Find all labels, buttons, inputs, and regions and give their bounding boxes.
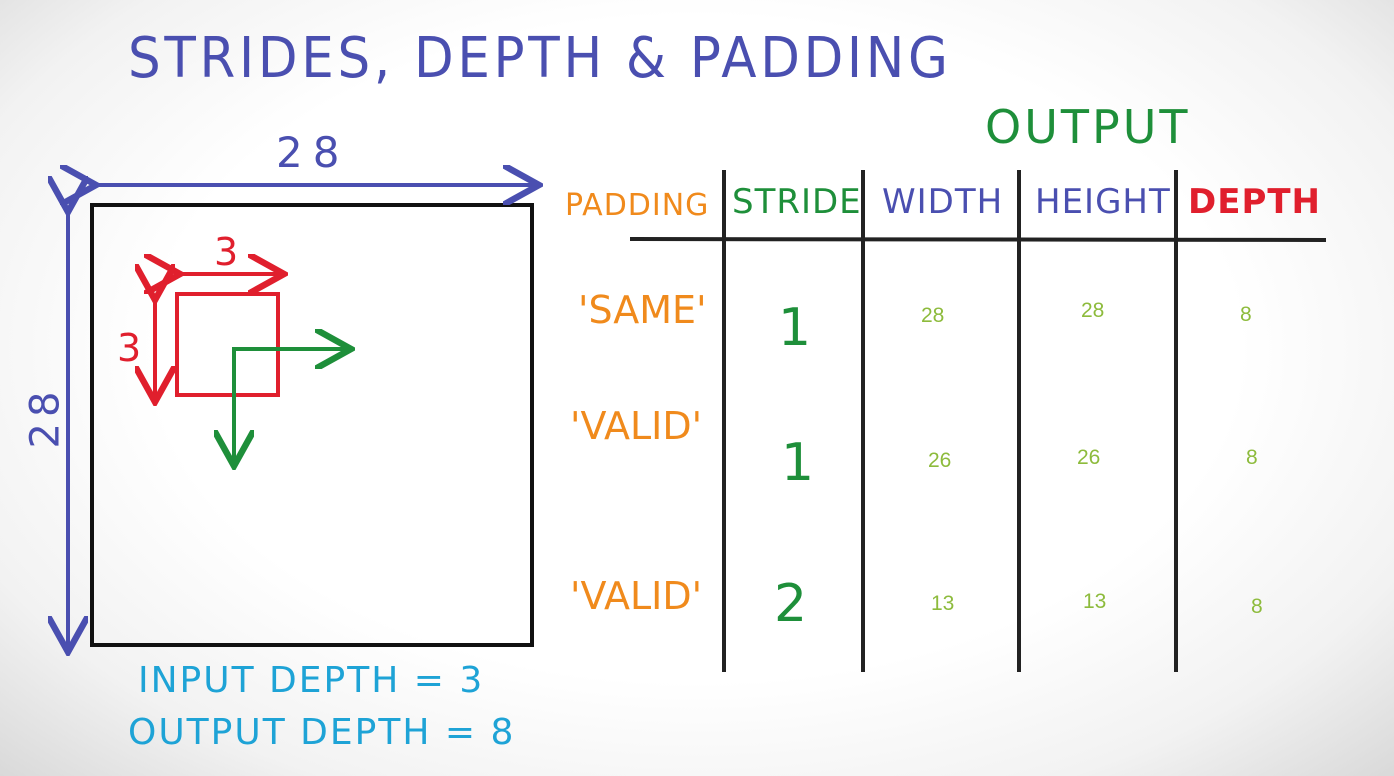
filter-width-label: 3 (214, 230, 241, 274)
row-stride-cell: 2 (774, 574, 808, 634)
row-depth-cell: 8 (1251, 595, 1263, 618)
row-depth-cell: 8 (1240, 303, 1252, 326)
output-header: OUTPUT (985, 100, 1191, 154)
output-depth-note: OUTPUT DEPTH = 8 (128, 712, 516, 753)
column-header-depth: DEPTH (1188, 182, 1322, 222)
row-stride-cell: 1 (781, 433, 815, 493)
row-padding-cell: 'VALID' (570, 574, 703, 618)
input-width-label: 28 (276, 128, 350, 177)
input-image-square (90, 203, 534, 647)
table-header-rule (629, 237, 1327, 242)
row-depth-cell: 8 (1246, 446, 1258, 469)
row-height-cell: 26 (1077, 446, 1101, 469)
input-depth-note: INPUT DEPTH = 3 (138, 660, 485, 701)
row-padding-cell: 'SAME' (578, 288, 707, 332)
row-width-cell: 26 (928, 449, 952, 472)
row-height-cell: 28 (1081, 299, 1105, 322)
filter-height-label: 3 (117, 326, 144, 370)
stride-right-arrow (232, 349, 347, 462)
input-height-label: 28 (22, 385, 69, 449)
column-header-padding: PADDING (565, 188, 710, 223)
column-header-width: WIDTH (882, 182, 1004, 222)
row-width-cell: 13 (931, 592, 955, 615)
column-header-stride: STRIDE (732, 182, 862, 222)
row-width-cell: 28 (921, 304, 945, 327)
row-padding-cell: 'VALID' (570, 404, 703, 448)
row-height-cell: 13 (1083, 590, 1107, 613)
row-stride-cell: 1 (778, 298, 812, 358)
page-title: STRIDES, DEPTH & PADDING (128, 26, 952, 91)
filter-square (175, 292, 280, 397)
column-header-height: HEIGHT (1035, 182, 1171, 222)
